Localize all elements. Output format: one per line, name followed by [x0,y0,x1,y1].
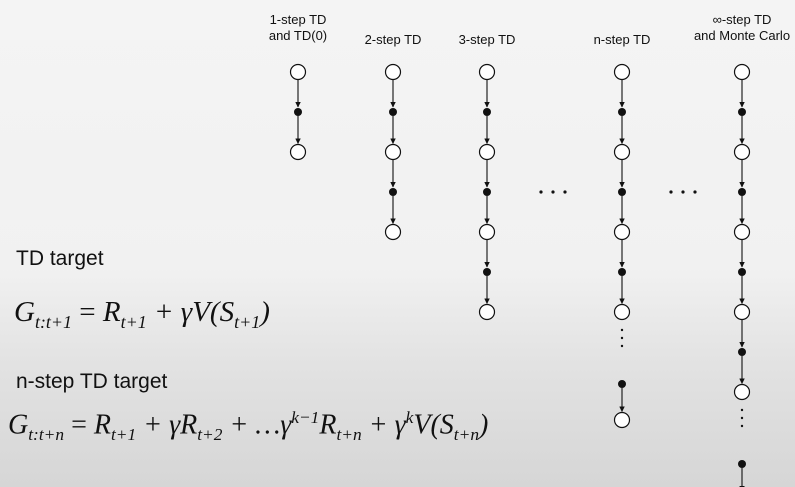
state-node-26 [478,303,496,321]
action-node-7 [389,108,397,116]
state-node-0 [289,63,307,81]
vertical-ellipsis-40-0 [620,328,624,332]
eq2-gammaR2: + γR [136,409,198,441]
state-node-13 [384,223,402,241]
action-node-11 [389,188,397,196]
state-node-27 [613,63,631,81]
action-node-33 [618,188,626,196]
vertical-ellipsis-61-1 [740,416,744,420]
state-node-22 [478,223,496,241]
action-node-16 [483,108,491,116]
action-node-20 [483,188,491,196]
state-node-39 [613,303,631,321]
horizontal-ellipsis-1-1 [681,190,685,194]
eq1-R-sub: t+1 [120,311,147,332]
eq2-gamma-sup: k−1 [291,408,320,427]
vertical-ellipsis-40-1 [620,336,624,340]
eq2-R1: R [93,409,111,441]
action-node-54 [738,268,746,276]
eq1-G: G [14,296,35,328]
eq2-R2-sub: t+2 [197,424,223,444]
eq2-gamma-k: + γ [361,409,406,441]
eq2-k-sup: k [405,408,414,427]
td-target-heading: TD target [16,247,104,270]
eq2-G: G [8,409,29,441]
td-target-equation: Gt:t+1 = Rt+1 + γV(St+1) [14,296,270,333]
eq1-G-sub: t:t+1 [34,311,73,332]
state-node-31 [613,143,631,161]
horizontal-ellipsis-1-0 [669,190,673,194]
eq2-R1-sub: t+1 [110,424,137,444]
action-node-58 [738,348,746,356]
state-node-35 [613,223,631,241]
state-node-48 [733,143,751,161]
state-node-60 [733,383,751,401]
state-node-14 [478,63,496,81]
action-node-46 [738,108,746,116]
action-node-41 [618,380,626,388]
action-node-2 [294,108,302,116]
state-node-43 [613,411,631,429]
eq2-Rn: R [319,409,337,441]
eq2-close: ) [479,409,489,441]
column-label-2-step: 2-step TD [364,32,422,47]
eq2-Rn-sub: t+n [336,424,362,444]
state-node-56 [733,303,751,321]
eq2-G-sub: t:t+n [28,424,65,444]
action-node-24 [483,268,491,276]
eq1-close: ) [260,296,270,328]
state-node-18 [478,143,496,161]
nstep-target-heading: n-step TD target [16,370,168,393]
eq2-dots-gamma: + …γ [222,409,292,441]
column-label-3-step: 3-step TD [458,32,516,47]
eq1-equals: = [72,296,103,328]
eq1-gamma-V: + γV(S [146,296,235,328]
eq2-S-sub: t+n [453,424,480,444]
horizontal-ellipsis-0-1 [551,190,555,194]
state-node-5 [384,63,402,81]
column-label-1-step: 1-step TD and TD(0) [268,12,328,43]
state-node-4 [289,143,307,161]
eq2-equals: = [64,409,94,441]
state-node-9 [384,143,402,161]
action-node-62 [738,460,746,468]
vertical-ellipsis-61-0 [740,408,744,412]
eq1-S-sub: t+1 [234,311,261,332]
state-node-44 [733,63,751,81]
vertical-ellipsis-61-2 [740,424,744,428]
eq2-V: V(S [413,409,454,441]
eq1-R: R [102,296,121,328]
action-node-37 [618,268,626,276]
horizontal-ellipsis-0-0 [539,190,543,194]
nstep-target-equation: Gt:t+n = Rt+1 + γRt+2 + …γk−1Rt+n + γkV(… [8,408,488,445]
column-label-infinity-step: ∞-step TD and Monte Carlo [693,12,791,43]
vertical-ellipsis-40-2 [620,344,624,348]
horizontal-ellipsis-0-2 [563,190,567,194]
column-label-n-step: n-step TD [593,32,651,47]
horizontal-ellipsis-1-2 [693,190,697,194]
action-node-29 [618,108,626,116]
action-node-50 [738,188,746,196]
state-node-52 [733,223,751,241]
